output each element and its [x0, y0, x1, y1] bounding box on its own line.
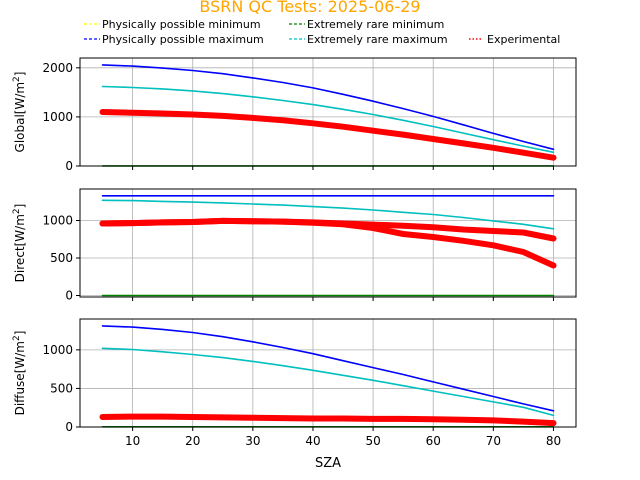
legend-label: Extremely rare minimum: [307, 18, 444, 31]
axes-frame: [79, 318, 577, 428]
legend-label: Experimental: [487, 33, 560, 46]
y-tick-label: 0: [65, 159, 73, 173]
x-tick-label: 50: [365, 434, 380, 448]
x-axis-label: SZA: [315, 456, 341, 471]
x-tick-label: 20: [185, 434, 200, 448]
x-tick-label: 10: [125, 434, 140, 448]
x-tick-label: 40: [305, 434, 320, 448]
y-tick-label: 2000: [42, 61, 73, 75]
y-tick-label: 500: [50, 381, 73, 395]
y-tick-label: 1000: [42, 110, 73, 124]
legend-label: Physically possible minimum: [102, 18, 261, 31]
y-tick-label: 1000: [42, 343, 73, 357]
y-tick-label: 500: [50, 251, 73, 265]
series-line-physically-possible-maximum: [101, 325, 555, 412]
chart-title: BSRN QC Tests: 2025-06-29: [199, 0, 420, 16]
panel-1: 0 1000 2000 Global[W/m2]: [12, 57, 577, 173]
panel-2: 0 500 1000 Direct[W/m2]: [12, 188, 577, 303]
legend: Physically possible minimum Extremely ra…: [84, 18, 560, 46]
series-line-experimental: [99, 217, 557, 269]
x-tick-label: 80: [546, 434, 561, 448]
legend-label: Physically possible maximum: [102, 33, 264, 46]
series-line-extremely-rare-maximum: [101, 347, 555, 417]
x-tick-label: 60: [426, 434, 441, 448]
legend-entry-rare-min: Extremely rare minimum: [289, 18, 444, 31]
panels: 010002000Global[W/m2]05001000Direct[W/m2…: [12, 57, 577, 448]
x-tick-label: 30: [245, 434, 260, 448]
y-tick-label: 0: [65, 420, 73, 434]
legend-entry-experimental: Experimental: [469, 33, 560, 46]
y-axis-label: Global[W/m2]: [12, 72, 27, 153]
y-axis-label: Direct[W/m2]: [12, 204, 27, 283]
panel-3: 10 20 30 40 50 60 70 80 0 500 1000 Diffuse[W/m2]: [12, 318, 577, 448]
y-tick-label: 1000: [42, 214, 73, 228]
y-axis-label: Diffuse[W/m2]: [12, 331, 27, 416]
axes-frame: [79, 57, 577, 167]
axes-frame: [79, 188, 577, 298]
legend-entry-phys-max: Physically possible maximum: [84, 33, 264, 46]
series-line-experimental: [99, 109, 557, 161]
series-line-physically-possible-maximum: [101, 64, 555, 151]
series-line-experimental: [99, 413, 557, 427]
legend-entry-rare-max: Extremely rare maximum: [289, 33, 448, 46]
legend-label: Extremely rare maximum: [307, 33, 448, 46]
series-line-extremely-rare-maximum: [101, 85, 555, 154]
series-line-extremely-rare-maximum: [101, 199, 555, 230]
y-tick-label: 0: [65, 289, 73, 303]
x-tick-label: 70: [486, 434, 501, 448]
legend-entry-phys-min: Physically possible minimum: [84, 18, 261, 31]
